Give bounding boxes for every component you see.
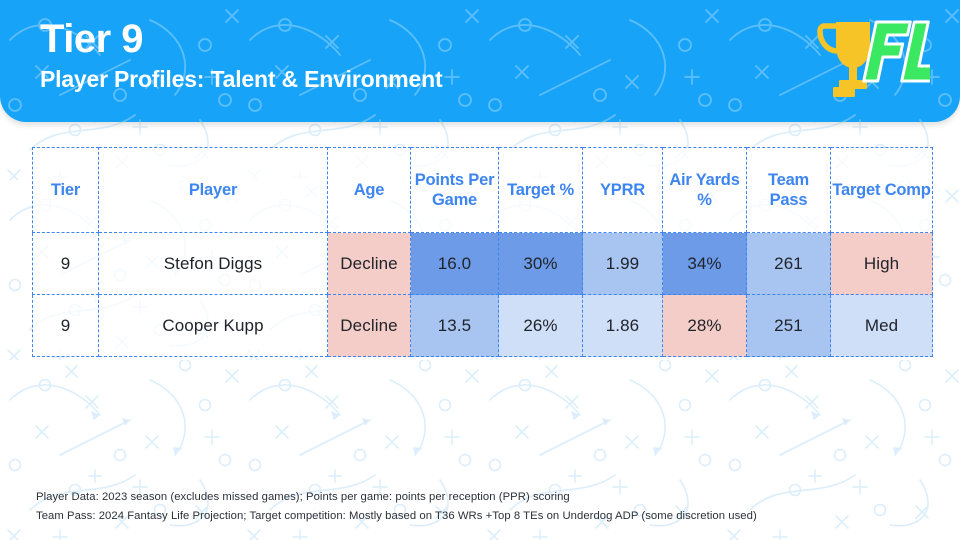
player-stats-table: Tier Player Age Points Per Game Target %… bbox=[32, 147, 933, 357]
column-header-tier[interactable]: Tier bbox=[32, 147, 99, 233]
table-row[interactable]: 9 Stefon Diggs Decline 16.0 30% 1.99 34%… bbox=[32, 232, 933, 295]
cell-points-per-game: 13.5 bbox=[410, 294, 499, 357]
cell-tier: 9 bbox=[32, 232, 99, 295]
column-header-air-yards-pct[interactable]: Air Yards % bbox=[662, 147, 747, 233]
footnote-line-team-pass: Team Pass: 2024 Fantasy Life Projection;… bbox=[36, 510, 757, 522]
cell-target-comp: Med bbox=[830, 294, 933, 357]
header-text-group: Tier 9 Player Profiles: Talent & Environ… bbox=[40, 16, 443, 94]
fl-wordmark bbox=[862, 20, 930, 83]
cell-target-pct: 26% bbox=[498, 294, 583, 357]
trophy-icon bbox=[817, 22, 870, 97]
cell-target-pct: 30% bbox=[498, 232, 583, 295]
table-row[interactable]: 9 Cooper Kupp Decline 13.5 26% 1.86 28% … bbox=[32, 294, 933, 357]
column-header-age[interactable]: Age bbox=[327, 147, 411, 233]
column-header-target-comp[interactable]: Target Comp bbox=[830, 147, 933, 233]
cell-player-name: Cooper Kupp bbox=[98, 294, 328, 357]
footnotes: Player Data: 2023 season (excludes misse… bbox=[36, 488, 757, 526]
header-banner: Tier 9 Player Profiles: Talent & Environ… bbox=[0, 0, 960, 122]
header-playbook-pattern bbox=[0, 0, 960, 122]
cell-age: Decline bbox=[327, 294, 411, 357]
footnote-line-player-data: Player Data: 2023 season (excludes misse… bbox=[36, 491, 570, 503]
cell-team-pass: 251 bbox=[746, 294, 831, 357]
column-header-team-pass[interactable]: Team Pass bbox=[746, 147, 831, 233]
cell-player-name: Stefon Diggs bbox=[98, 232, 328, 295]
cell-points-per-game: 16.0 bbox=[410, 232, 499, 295]
column-header-player[interactable]: Player bbox=[98, 147, 328, 233]
cell-air-yards-pct: 34% bbox=[662, 232, 747, 295]
cell-yprr: 1.99 bbox=[582, 232, 663, 295]
cell-age: Decline bbox=[327, 232, 411, 295]
page-title: Tier 9 bbox=[40, 17, 144, 61]
column-header-target-pct[interactable]: Target % bbox=[498, 147, 583, 233]
cell-team-pass: 261 bbox=[746, 232, 831, 295]
fantasy-life-logo bbox=[817, 20, 930, 97]
column-header-points-per-game[interactable]: Points Per Game bbox=[410, 147, 499, 233]
column-header-yprr[interactable]: YPRR bbox=[582, 147, 663, 233]
cell-tier: 9 bbox=[32, 294, 99, 357]
cell-target-comp: High bbox=[830, 232, 933, 295]
page-subtitle: Player Profiles: Talent & Environment bbox=[40, 66, 443, 92]
cell-yprr: 1.86 bbox=[582, 294, 663, 357]
table-header-row: Tier Player Age Points Per Game Target %… bbox=[32, 147, 933, 233]
cell-air-yards-pct: 28% bbox=[662, 294, 747, 357]
